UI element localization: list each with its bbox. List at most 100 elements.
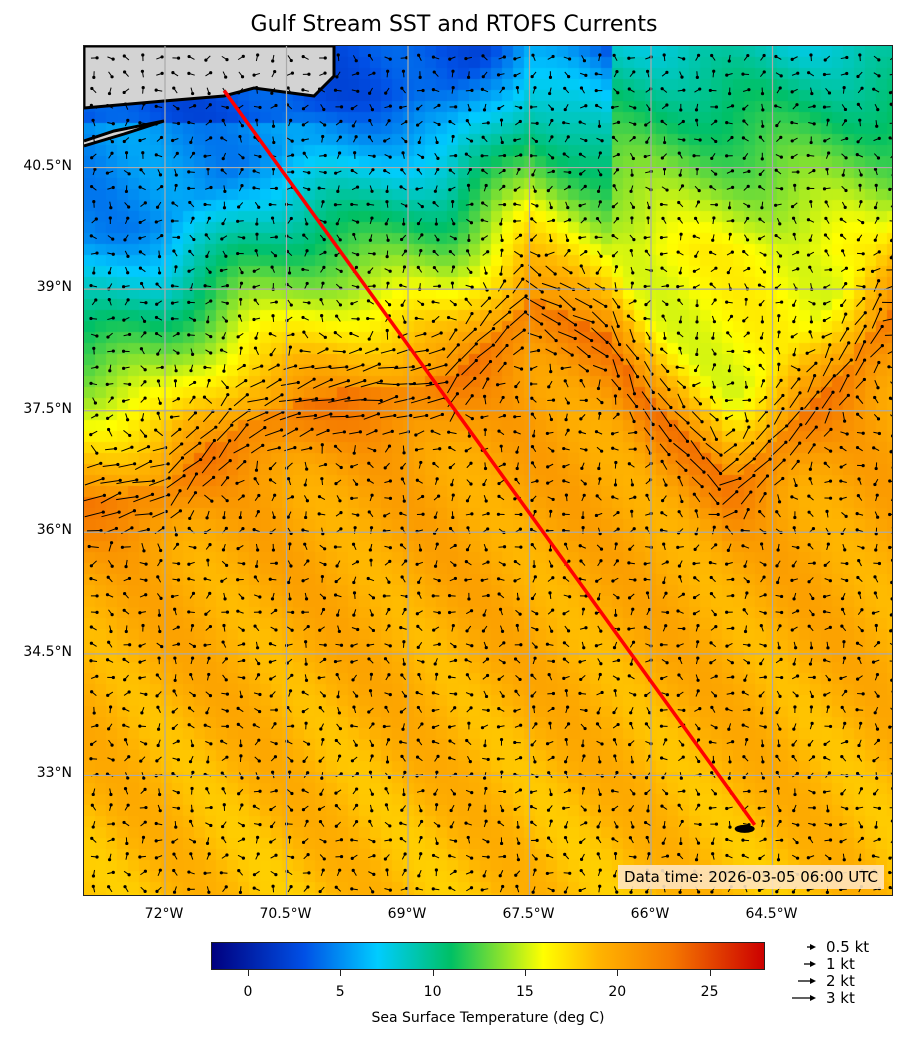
current-arrow [364,348,378,355]
arrow-head [361,363,365,367]
arrow-head [236,706,240,710]
arrow-head [696,738,701,742]
arrow-head [225,724,230,728]
arrow-head [415,755,420,759]
arrow-head [415,612,419,616]
arrow-head [682,789,686,793]
current-arrow [562,266,572,274]
arrow-head [170,301,175,305]
arrow-head [436,167,440,172]
arrow-head [742,755,746,759]
arrow-head [775,770,779,775]
arrow-head [290,628,294,632]
arrow-head [855,771,860,776]
arrow-head [154,220,158,224]
arrow-head [107,91,112,96]
arrow-head [596,597,601,601]
current-arrow [513,347,523,356]
current-arrow [233,394,248,407]
arrow-head [432,201,436,205]
arrow-head [846,327,850,331]
arrow-head [222,206,227,210]
arrow-head [549,509,553,513]
arrow-head [888,479,892,483]
current-arrow [528,264,541,276]
arrow-head [709,185,713,189]
arrow-head [822,790,827,794]
arrow-head [664,591,668,595]
arrow-head [661,841,665,845]
arrow-head [260,364,264,368]
arrow-head [758,303,762,307]
current-arrow [362,363,380,372]
arrow-head [432,70,436,74]
arrow-head [452,222,456,226]
arrow-head [627,596,632,600]
arrow-head [860,608,864,612]
arrow-head [301,690,305,694]
arrow-head [387,775,392,780]
current-arrow [707,474,720,490]
arrow-head [712,385,716,389]
arrow-head [417,672,421,677]
arrow-head [223,189,227,194]
arrow-head [806,153,810,158]
arrow-head [486,593,490,598]
arrow-head [605,340,609,344]
arrow-head [582,493,586,497]
arrow-head [812,791,816,795]
arrow-head [502,184,506,189]
current-arrow [493,311,510,326]
arrow-head [533,86,537,90]
arrow-head [513,497,517,501]
arrow-head [467,434,471,438]
arrow-head [843,119,848,123]
arrow-head [822,318,826,323]
arrow-head [149,512,153,516]
current-arrow [739,442,753,456]
current-arrow [839,328,849,342]
arrow-head [193,380,197,385]
arrow-head [367,337,371,341]
arrow-head [813,374,817,378]
arrow-head [288,542,292,546]
arrow-head [111,252,115,256]
arrow-head [644,693,648,698]
arrow-head [305,819,309,823]
arrow-head [807,494,811,498]
arrow-head [615,825,619,829]
arrow-head [326,428,330,433]
arrow-head [187,269,191,273]
current-arrow [479,311,491,327]
arrow-head [132,509,137,513]
arrow-head [208,591,212,595]
current-arrow [835,359,852,376]
arrow-head [301,788,305,792]
arrow-head [708,740,712,744]
arrow-head [239,754,243,758]
arrow-head [741,838,745,842]
arrow-head [436,156,440,160]
arrow-head [363,379,367,383]
arrow-head [659,643,664,647]
arrow-head [841,249,845,253]
arrow-head [792,232,796,236]
current-arrow [413,414,427,419]
arrow-head [682,708,686,712]
arrow-head [877,58,881,62]
arrow-head [598,760,602,764]
arrow-head [711,238,715,242]
arrow-head [518,119,522,124]
arrow-head [411,396,415,400]
arrow-head [581,744,585,748]
arrow-head [141,85,145,90]
arrow-head [600,401,604,405]
arrow-head [274,300,278,304]
arrow-head [697,759,701,764]
current-arrow [882,318,892,322]
current-arrow [296,415,316,419]
arrow-head [350,302,354,306]
arrow-head [506,294,510,299]
current-arrow [545,348,556,355]
arrow-head [289,58,293,63]
